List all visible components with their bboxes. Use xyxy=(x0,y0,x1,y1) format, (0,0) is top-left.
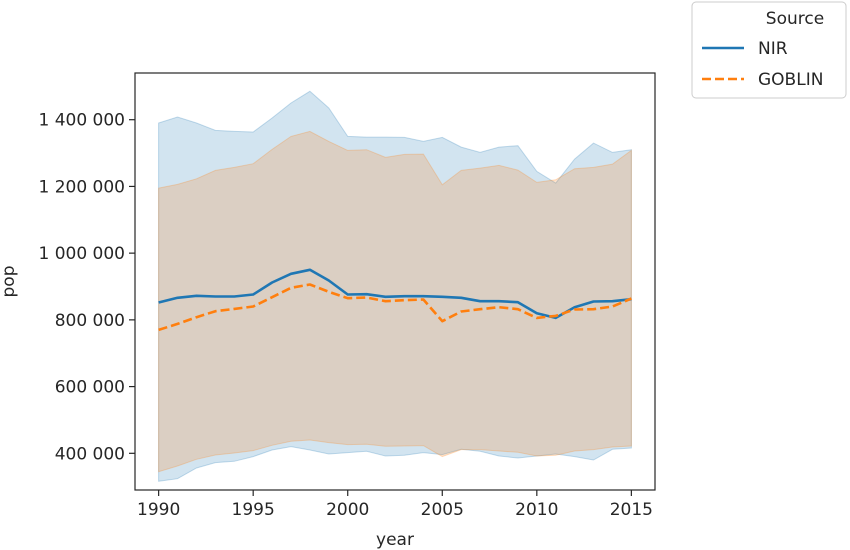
x-axis-label: year xyxy=(376,530,414,550)
legend: Source NIR GOBLIN xyxy=(691,1,847,99)
y-tick-label: 1 400 000 xyxy=(38,111,125,131)
band-nir xyxy=(158,90,632,482)
legend-box xyxy=(691,1,847,99)
series-line-goblin xyxy=(158,283,632,332)
plot-frame xyxy=(134,72,656,491)
x-axis-ticks: 1990 1995 2000 2005 2010 2015 xyxy=(137,490,653,520)
legend-title: Source xyxy=(766,9,824,29)
series-lines xyxy=(158,268,632,332)
y-tick-label: 400 000 xyxy=(55,444,125,464)
y-tick-label: 800 000 xyxy=(55,311,125,331)
y-tick-label: 1 000 000 xyxy=(38,244,125,264)
x-tick-label: 2005 xyxy=(421,500,464,520)
confidence-bands xyxy=(158,90,632,482)
y-tick-label: 600 000 xyxy=(55,378,125,398)
legend-label-goblin: GOBLIN xyxy=(758,70,823,90)
y-tick-label: 1 200 000 xyxy=(38,177,125,197)
x-tick-label: 1995 xyxy=(232,500,275,520)
y-axis-ticks: 400 000 600 000 800 000 1 000 000 1 200 000 1… xyxy=(38,111,135,464)
x-tick-label: 2010 xyxy=(515,500,558,520)
legend-label-nir: NIR xyxy=(758,39,788,59)
x-tick-label: 2000 xyxy=(326,500,369,520)
x-tick-label: 2015 xyxy=(610,500,653,520)
x-tick-label: 1990 xyxy=(137,500,180,520)
legend-entries: NIR GOBLIN xyxy=(702,39,823,90)
y-axis-label: pop xyxy=(0,266,19,298)
